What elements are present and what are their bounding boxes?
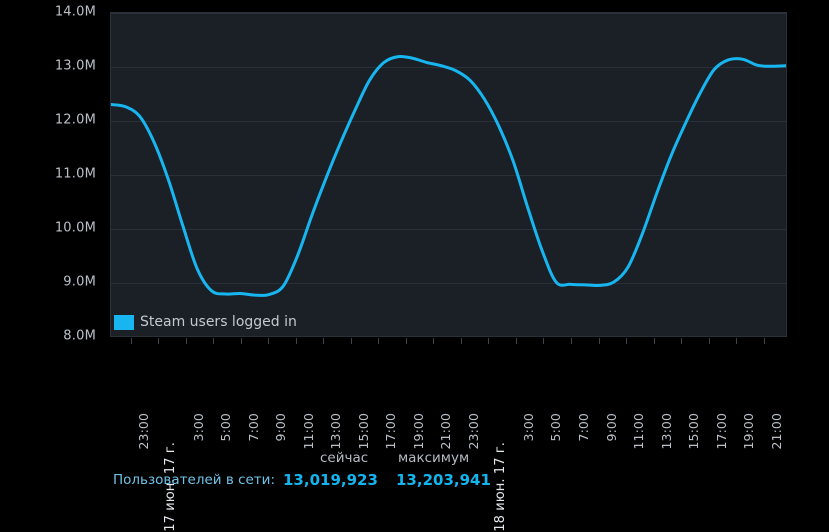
x-axis-tickmark [405,338,407,344]
gridline [111,283,786,284]
x-axis-tickmark [488,338,490,344]
x-axis-tickmark [543,338,545,344]
x-axis-tickmark [763,338,765,344]
x-axis-tickmark [515,338,517,344]
legend-color-swatch-icon [114,314,134,330]
x-axis-time-label: 7:00 [576,413,591,442]
gridline [111,336,786,337]
y-axis-tick: 10.0M [54,220,96,236]
x-axis-tickmark [350,338,352,344]
summary-peak-header: максимум [398,450,470,466]
series-line-steam-users [111,13,786,336]
y-axis-tick: 12.0M [54,112,96,128]
summary-now-value: 13,019,923 [283,471,378,489]
x-axis-time-label: 23:00 [135,413,151,450]
summary-row-label: Пользователей в сети: [113,472,275,488]
x-axis-tickmark [130,338,132,344]
x-axis-time-label: 3:00 [520,413,536,442]
x-axis-time-label: 21:00 [438,413,454,450]
y-axis-tick: 14.0M [54,4,96,20]
summary-now-header: сейчас [320,450,369,466]
y-axis-tick: 13.0M [54,58,96,74]
y-axis: 14.0M 13.0M 12.0M 11.0M 10.0M 9.0M 8.0M [0,0,104,348]
x-axis-tickmark [295,338,297,344]
x-axis-time-label: 23:00 [465,413,481,450]
x-axis-tickmark [268,338,270,344]
gridline [111,13,786,14]
x-axis-time-label: 9:00 [273,413,289,442]
x-axis-tickmark [378,338,380,344]
x-axis-tickmark [653,338,655,344]
plot-area [110,12,787,337]
legend-label: Steam users logged in [140,314,297,330]
chart-legend: Steam users logged in [112,312,303,332]
x-axis-tickmark [460,338,462,344]
x-axis-time-label: 17:00 [383,413,399,450]
gridline [111,121,786,122]
x-axis-time-label: 7:00 [245,413,261,442]
x-axis-time-label: 15:00 [355,413,371,450]
x-axis-time-label: 13:00 [328,413,344,450]
x-axis-time-label: 9:00 [603,413,619,442]
x-axis-time-label: 15:00 [686,413,701,450]
x-axis-tickmark [158,338,160,344]
y-axis-tick: 8.0M [63,328,96,344]
x-axis-time-label: 19:00 [410,413,426,450]
x-axis-tickmark [571,338,572,344]
x-axis: 23:00 17 июн. 17 г. 3:00 5:00 7:00 9:00 11:00 1… [0,338,829,532]
x-axis-tickmark [736,338,738,344]
y-axis-tick: 11.0M [54,166,96,182]
x-axis-time-label: 11:00 [300,413,316,450]
x-axis-tickmark [626,338,627,344]
x-axis-tickmark [240,338,242,344]
x-axis-tickmark [185,338,187,344]
x-axis-time-label: 11:00 [631,413,646,450]
x-axis-tickmark [433,338,435,344]
x-axis-tickmark [598,338,600,344]
gridline [111,229,786,230]
x-axis-tickmark [213,338,215,344]
x-axis-tickmark [681,338,682,344]
x-axis-time-label: 3:00 [190,413,206,442]
x-axis-time-label: 13:00 [658,413,674,450]
gridline [111,175,786,176]
x-axis-time-label: 21:00 [768,413,784,450]
summary-peak-value: 13,203,941 [396,471,491,489]
x-axis-tickmark [323,338,325,344]
x-axis-tickmark [708,338,710,344]
x-axis-time-label: 17:00 [713,413,729,450]
x-axis-time-label: 5:00 [548,413,564,442]
x-axis-time-label: 5:00 [218,413,234,442]
x-axis-time-label: 19:00 [741,413,757,450]
y-axis-tick: 9.0M [63,274,96,290]
summary-footer: сейчас максимум Пользователей в сети: 13… [0,447,829,500]
